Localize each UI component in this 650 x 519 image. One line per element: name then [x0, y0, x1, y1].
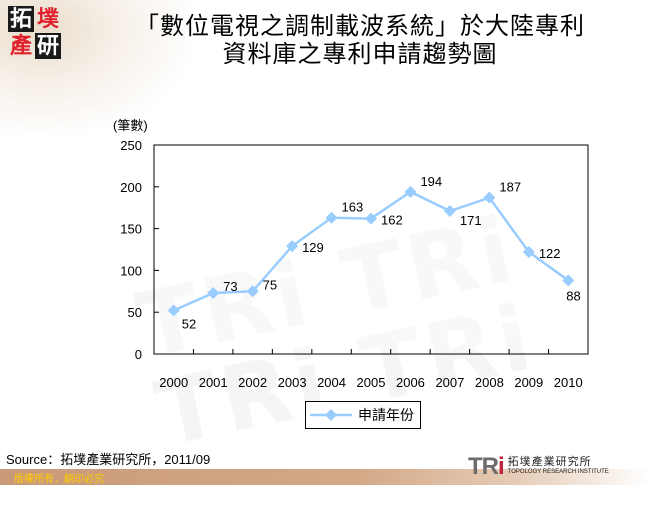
- data-label: 122: [539, 246, 561, 261]
- y-tick-label: 250: [120, 138, 142, 153]
- data-label: 187: [499, 180, 521, 195]
- source-note: Source：拓墣產業研究所，2011/09: [6, 452, 211, 467]
- logo-char-1: 拓: [8, 6, 34, 32]
- y-tick-label: 150: [120, 222, 142, 237]
- x-tick-label: 2009: [514, 375, 543, 390]
- y-tick-label: 0: [135, 347, 142, 362]
- data-label: 194: [420, 174, 442, 189]
- page-title: 「數位電視之調制載波系統」於大陸專利 資料庫之專利申請趨勢圖: [90, 12, 630, 68]
- data-label: 162: [381, 213, 403, 228]
- x-tick-label: 2004: [317, 375, 346, 390]
- data-point-marker: [325, 211, 338, 224]
- brand-name-cn: 拓墣產業研究所: [507, 455, 592, 468]
- x-tick-label: 2003: [278, 375, 307, 390]
- data-label: 129: [302, 240, 324, 255]
- x-tick-label: 2005: [357, 375, 386, 390]
- x-tick-label: 2001: [199, 375, 228, 390]
- data-point-marker: [365, 212, 377, 225]
- title-line-1: 「數位電視之調制載波系統」於大陸專利: [135, 12, 585, 40]
- brand-logo: 拓 墣 產 研: [8, 6, 62, 60]
- y-tick-label: 200: [120, 180, 142, 195]
- data-label: 52: [182, 317, 196, 332]
- tri-mark: TRi: [468, 453, 505, 480]
- data-point-marker: [404, 185, 417, 198]
- x-tick-label: 2006: [396, 375, 425, 390]
- data-point-marker: [522, 246, 535, 259]
- data-label: 73: [223, 279, 237, 294]
- brand-name-en: TOPOLOGY RESEARCH INSTITUTE: [507, 469, 609, 475]
- x-tick-label: 2010: [554, 375, 583, 390]
- x-tick-label: 2008: [475, 375, 504, 390]
- data-point-marker: [286, 240, 299, 253]
- legend-series-label: 申請年份: [358, 408, 414, 424]
- tri-brand-logo: TRi 拓墣產業研究所 TOPOLOGY RESEARCH INSTITUTE: [468, 453, 609, 481]
- y-axis-unit-label: (筆數): [113, 118, 148, 133]
- logo-char-3: 產: [9, 33, 32, 59]
- data-point-marker: [167, 304, 180, 317]
- chart-legend: 申請年份: [305, 401, 421, 429]
- x-tick-label: 2000: [159, 375, 188, 390]
- legend-series-swatch: [310, 409, 352, 421]
- data-point-marker: [562, 274, 575, 287]
- x-tick-label: 2007: [435, 375, 464, 390]
- data-point-marker: [483, 191, 496, 204]
- data-label: 163: [342, 200, 364, 215]
- logo-char-4: 研: [35, 33, 61, 59]
- footer-bar: [0, 469, 650, 485]
- data-label: 88: [566, 288, 580, 303]
- y-tick-label: 50: [128, 305, 142, 320]
- logo-char-2: 墣: [36, 6, 59, 32]
- data-label: 75: [263, 277, 277, 292]
- y-tick-label: 100: [120, 263, 142, 278]
- title-line-2: 資料庫之專利申請趨勢圖: [222, 40, 498, 68]
- plot-area: [153, 144, 589, 355]
- data-point-marker: [246, 285, 259, 298]
- data-point-marker: [443, 205, 456, 218]
- copyright-text: 版權所有．翻印必究: [14, 474, 104, 485]
- x-tick-label: 2002: [238, 375, 267, 390]
- data-point-marker: [207, 286, 220, 299]
- line-chart: 0 50 100 150 200 250 2000 2001 2002 2003 2004 2005 2…: [120, 138, 589, 390]
- data-label: 171: [460, 213, 482, 228]
